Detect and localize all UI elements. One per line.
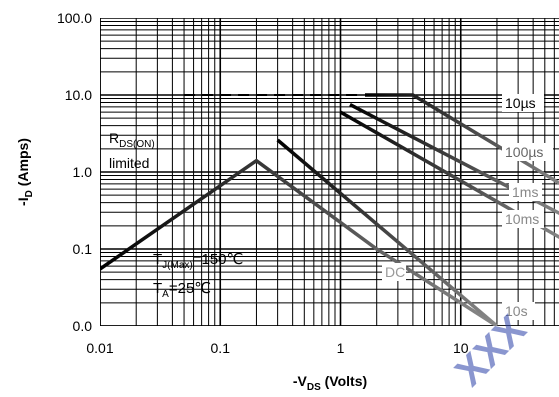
series-label: 10µs [505, 95, 536, 111]
y-tick-label: 0.1 [73, 241, 93, 257]
x-tick-label: 0.1 [211, 340, 231, 356]
series-label: 100µs [505, 144, 543, 160]
rds-limited-label: limited [109, 155, 149, 171]
y-axis-label: -ID (Amps) [15, 138, 35, 206]
rds-label: RDS(ON) [109, 130, 155, 150]
series-line-dc [100, 161, 497, 326]
x-tick-label: 0.01 [86, 340, 113, 356]
x-axis-label: -VDS (Volts) [293, 373, 367, 392]
y-tick-label: 100.0 [57, 10, 92, 26]
tj-label: TJ(Max)=150℃ [153, 251, 243, 271]
y-tick-label: 1.0 [73, 164, 93, 180]
series-line-10s [278, 140, 497, 326]
x-tick-label: 1 [337, 340, 345, 356]
y-tick-label: 0.0 [73, 318, 93, 334]
series-label: 10ms [505, 211, 539, 227]
series-label: DC [385, 264, 405, 280]
y-tick-label: 10.0 [65, 87, 92, 103]
ta-label: TA=25℃ [153, 280, 211, 300]
series-label: 1ms [512, 184, 538, 200]
